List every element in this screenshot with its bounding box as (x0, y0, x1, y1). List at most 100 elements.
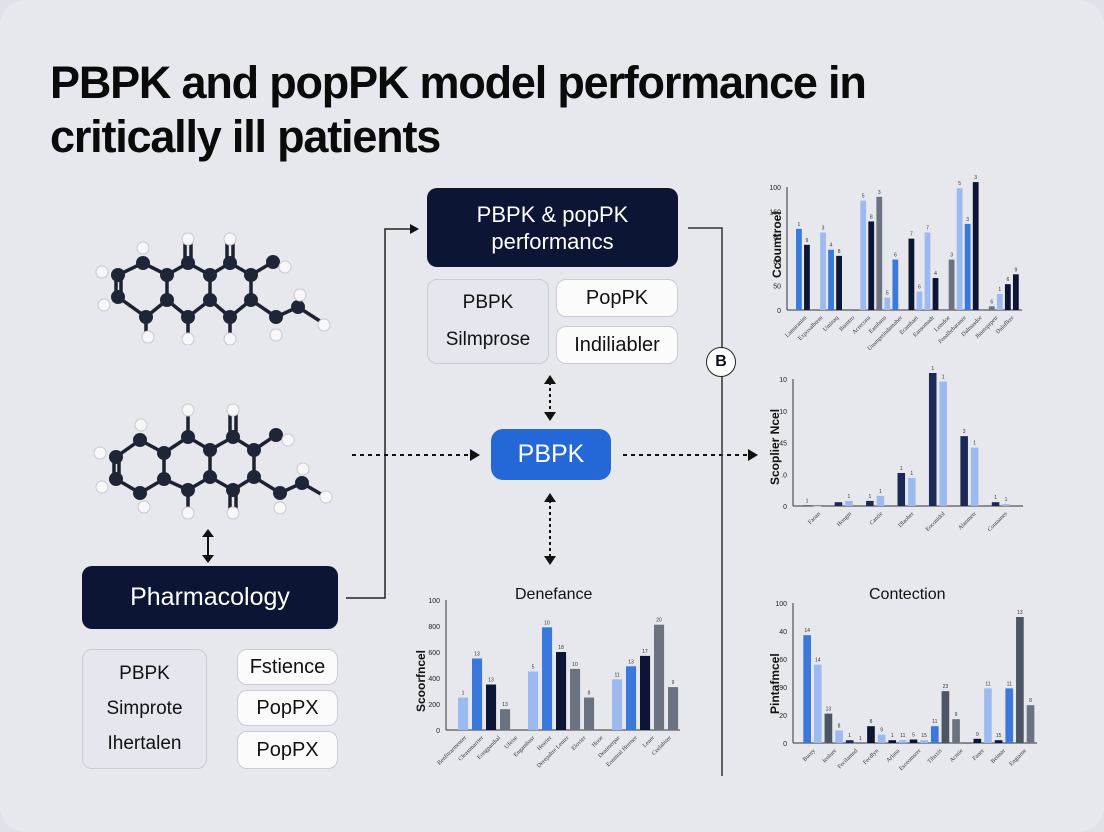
y-tick-label: 60 (779, 657, 787, 664)
chart-bar (813, 506, 822, 507)
left-pill[interactable]: PopPX (237, 690, 338, 726)
bar-value-label: 5 (862, 194, 865, 200)
chart-bar (984, 688, 992, 743)
left-pill[interactable]: PopPX (237, 731, 338, 769)
x-tick-label: Eonmral Herrner (606, 735, 639, 768)
bar-value-label: 14 (804, 628, 810, 634)
x-tick-label: Tibaxis (927, 748, 944, 765)
chart-bar (972, 182, 979, 310)
chart-title-denefance: Denefance (515, 586, 593, 603)
y-tick-label: 0 (783, 504, 787, 511)
x-tick-label: Contaanes (987, 511, 1009, 533)
chart-bar (860, 200, 867, 310)
bar-value-label: 13 (628, 659, 634, 665)
bar-value-label: 3 (966, 217, 969, 223)
x-tick-label: Hongm (836, 511, 853, 528)
bar-value-label: 15 (996, 733, 1002, 739)
bar-value-label: 3 (950, 253, 953, 259)
chart-bar (964, 223, 971, 310)
bar-value-label: 1 (848, 494, 851, 500)
y-tick-label: 60 (773, 259, 781, 266)
chart-bar (909, 739, 918, 743)
bar-value-label: 8 (838, 723, 841, 729)
bar-value-label: 11 (900, 733, 905, 739)
chart-bar (924, 232, 931, 310)
chart-bar (908, 478, 916, 506)
bar-value-label: 1 (931, 366, 934, 372)
y-tick-label: 10 (779, 377, 787, 384)
chart-bar (626, 666, 637, 730)
chart-bar (813, 664, 822, 743)
chart-bar (654, 624, 665, 730)
chart-bar (824, 713, 833, 743)
bar-value-label: 10 (544, 620, 550, 626)
chart-bar (892, 259, 899, 310)
bar-value-label: 1 (798, 222, 801, 228)
x-tick-label: Ienlure (822, 748, 838, 764)
x-tick-label: Esceomsrer (898, 748, 922, 772)
bar-value-label: 5 (958, 181, 961, 187)
bar-value-label: 3 (822, 226, 825, 232)
bar-value-label: 1 (900, 466, 903, 472)
performance-header-node[interactable]: PBPK & popPK performancs (427, 188, 678, 267)
pharmacology-node[interactable]: Pharmacology (82, 566, 338, 629)
chart-bar (852, 310, 859, 311)
center-pill[interactable]: PopPK (556, 279, 678, 317)
chart-bar (1002, 504, 1010, 506)
chart-bar (803, 505, 811, 506)
bar-value-label: 8 (870, 214, 873, 220)
bar-value-label: 1 (942, 375, 945, 381)
chart-bar (804, 244, 810, 310)
x-tick-label: Leaer (642, 735, 656, 749)
chart-bar (973, 738, 982, 743)
bar-value-label: 9 (976, 732, 979, 738)
y-tick-label: 400 (428, 676, 440, 683)
x-tick-label: Alanmetr (957, 511, 977, 531)
y-tick-label: 90 (779, 685, 787, 692)
center-pill[interactable]: Indiliabler (556, 326, 678, 364)
chart-bar (1005, 688, 1014, 743)
bar-value-label: 18 (558, 645, 564, 651)
pbpk-hub-node[interactable]: PBPK (491, 429, 611, 480)
chart-bar (1004, 284, 1011, 310)
x-tick-label: Engtame (1009, 748, 1029, 768)
x-tick-label: Beimar (990, 748, 1007, 765)
x-tick-label: Faner (972, 748, 986, 762)
bar-value-label: 6 (918, 285, 921, 291)
bar-value-label: 13 (1017, 610, 1023, 616)
chart-bar (640, 655, 651, 730)
chart-bar (570, 668, 581, 730)
chart-bar (939, 381, 947, 506)
y-tick-label: .0 (781, 472, 787, 479)
chart-bar (932, 278, 939, 310)
x-tick-label: Dlaoher (898, 511, 916, 529)
chart-bar (970, 447, 979, 506)
badge-b: B (706, 347, 736, 377)
chart-title-contection: Contection (869, 586, 946, 603)
chart-bar (845, 500, 853, 506)
bar-value-label: 9 (955, 712, 958, 718)
chart-bar (991, 502, 1000, 506)
y-tick-label: 600 (428, 650, 440, 657)
bar-value-label: 13 (474, 652, 480, 658)
chart-bar (1016, 617, 1024, 743)
bar-value-label: 3 (963, 429, 966, 435)
y-tick-label: 80 (773, 234, 781, 241)
bar-value-label: 13 (502, 702, 508, 708)
bar-value-label: 20 (656, 618, 662, 624)
y-tick-label: 50 (773, 283, 781, 290)
chart-bar (820, 232, 826, 310)
left-card-item: PBPK (119, 662, 170, 684)
left-pill[interactable]: Fstience (237, 649, 338, 685)
bar-value-label: 23 (943, 684, 949, 690)
x-tick-label: Acmie (949, 748, 965, 764)
chart-bar (996, 294, 1003, 310)
y-tick-label: 100 (775, 601, 787, 608)
chart-bar (868, 221, 875, 310)
bar-value-label: 1 (998, 287, 1001, 293)
chart-bar (960, 436, 968, 506)
bar-value-label: 9 (1014, 267, 1017, 273)
y-tick-label: 0 (436, 728, 440, 735)
bar-value-label: 13 (826, 707, 832, 713)
